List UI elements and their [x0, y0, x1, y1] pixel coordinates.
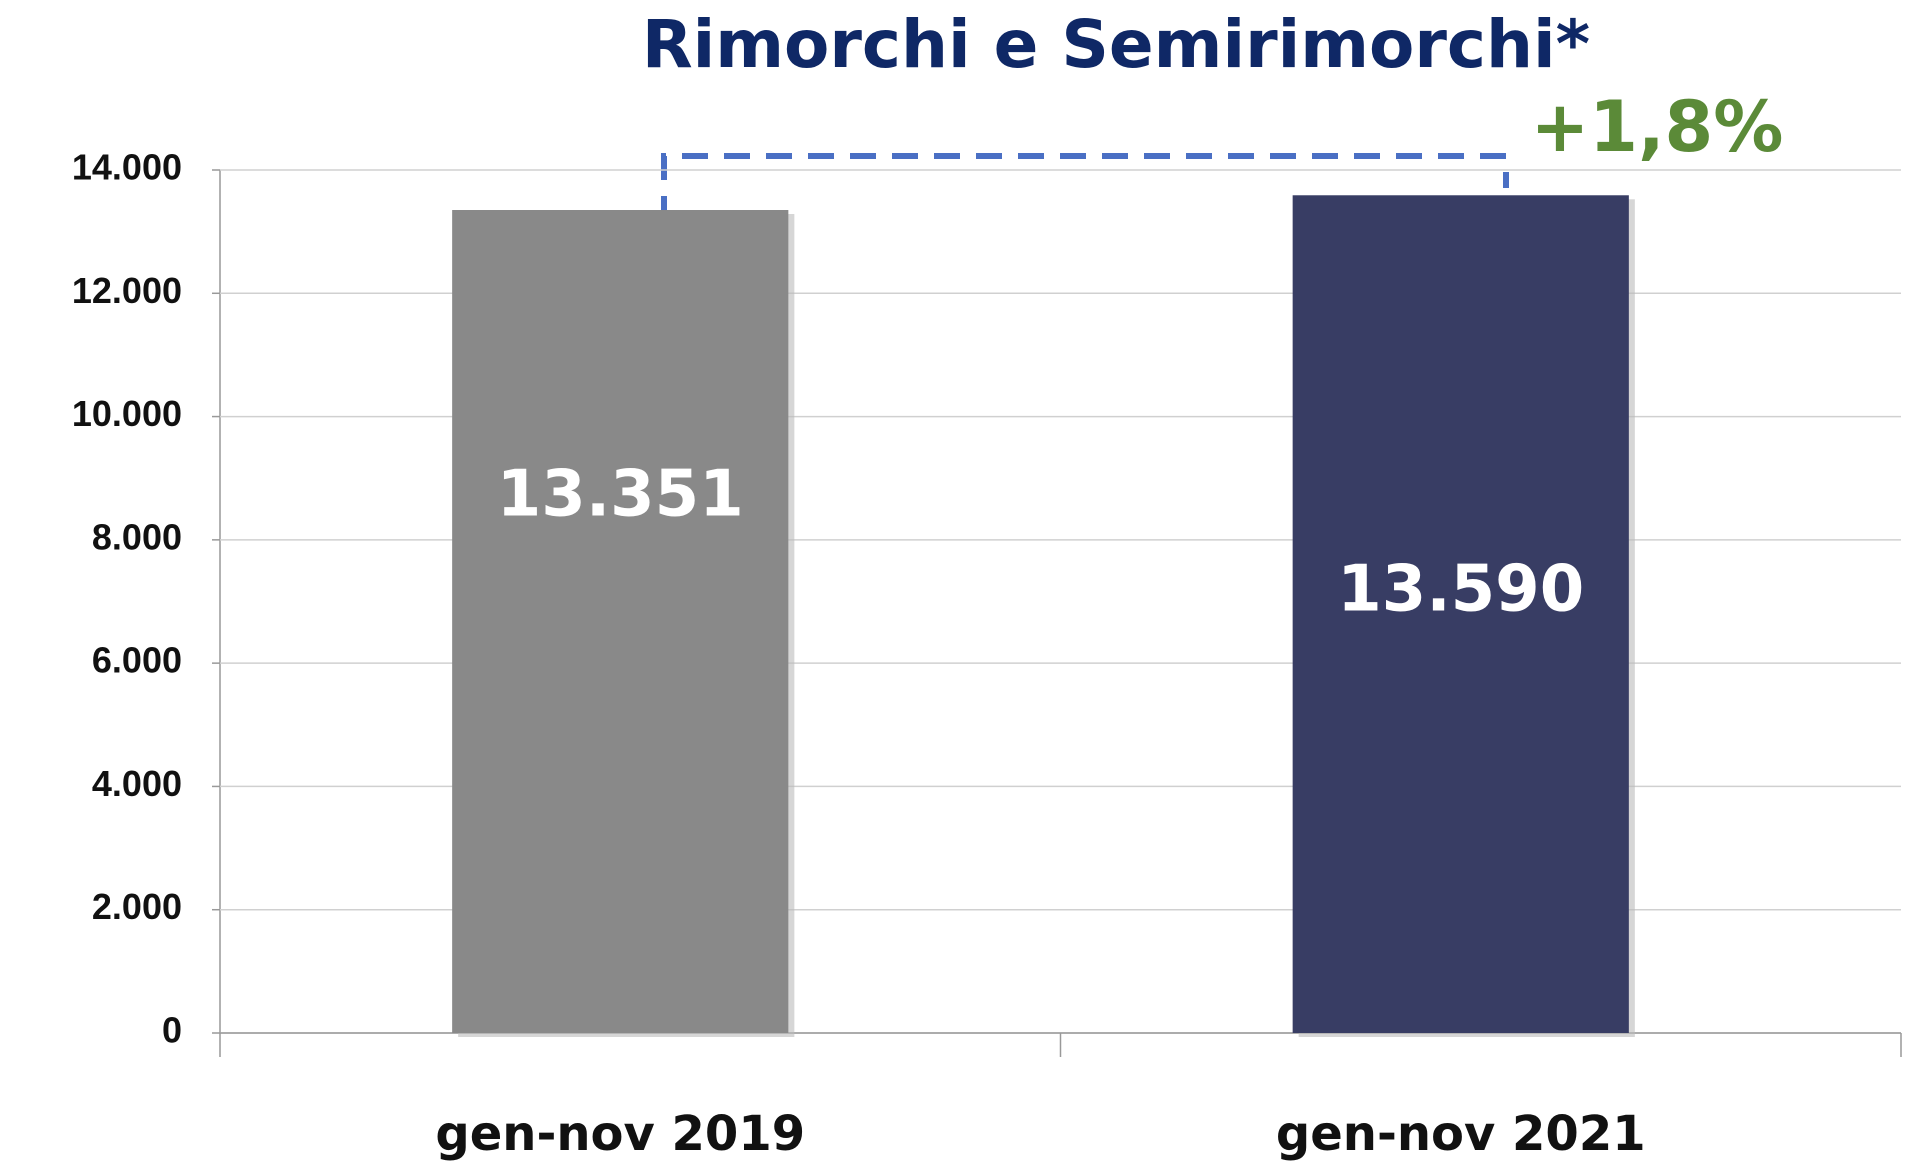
change-bracket [661, 153, 1509, 222]
chart-title: Rimorchi e Semirimorchi* [642, 6, 1590, 83]
y-tick-label: 10.000 [72, 393, 182, 434]
value-label: 13.590 [1337, 552, 1584, 626]
x-tick-label: gen-nov 2019 [435, 1106, 805, 1162]
y-tick-label: 4.000 [92, 763, 182, 804]
bar [1292, 195, 1629, 1034]
y-tick-label: 14.000 [72, 147, 182, 188]
y-tick-label: 6.000 [92, 640, 182, 681]
x-tick-label: gen-nov 2021 [1276, 1106, 1646, 1162]
annotation: +1,8% [1531, 86, 1784, 168]
y-tick-label: 0 [162, 1010, 182, 1051]
y-tick-label: 2.000 [92, 886, 182, 927]
value-label: 13.351 [497, 458, 744, 532]
y-tick-label: 12.000 [72, 270, 182, 311]
bar [452, 210, 789, 1033]
y-tick-label: 8.000 [92, 516, 182, 557]
